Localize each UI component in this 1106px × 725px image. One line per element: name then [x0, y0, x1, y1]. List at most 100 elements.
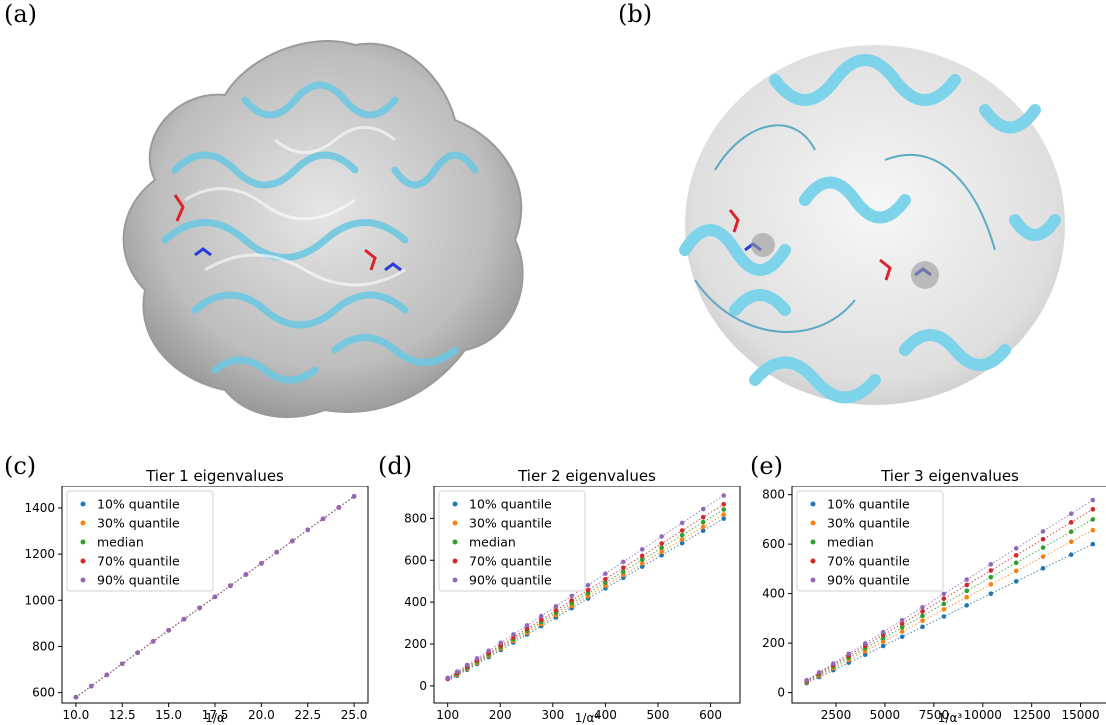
data-point [721, 516, 727, 521]
fit-line [447, 514, 724, 681]
data-point [639, 547, 645, 552]
x-tick-label: 20.0 [248, 708, 275, 722]
data-point [290, 538, 295, 544]
legend-label: 10% quantile [97, 497, 180, 512]
data-point [964, 588, 970, 594]
data-point [679, 537, 685, 542]
legend-label: 90% quantile [827, 573, 910, 588]
data-point [816, 670, 822, 675]
legend-marker [80, 520, 86, 526]
y-tick-label: 200 [404, 637, 427, 651]
fit-line [806, 499, 1094, 681]
data-point [899, 617, 905, 623]
x-tick-label: 10.0 [63, 708, 90, 722]
y-tick-label: 1000 [24, 593, 55, 607]
y-tick-label: 600 [32, 686, 55, 700]
x-tick-label: 15.0 [155, 708, 182, 722]
data-point [181, 616, 187, 622]
x-tick-label: 17.5 [202, 708, 229, 722]
data-point [538, 613, 544, 619]
data-point [511, 632, 516, 637]
data-point [585, 587, 591, 593]
data-point [1090, 507, 1096, 512]
data-point [899, 625, 905, 630]
chart-title-tier3: Tier 3 eigenvalues [881, 467, 1019, 485]
legend-label: 30% quantile [469, 516, 552, 531]
x-tick-label: 100 [436, 708, 459, 722]
fit-line [806, 518, 1094, 682]
legend-label: 30% quantile [827, 516, 910, 531]
data-point [899, 629, 905, 634]
data-point [988, 574, 994, 580]
data-point [603, 576, 608, 582]
data-point [920, 609, 925, 614]
x-tick-label: 2500 [821, 708, 852, 722]
data-point [104, 672, 110, 678]
data-point [243, 572, 249, 577]
data-point [1013, 560, 1019, 566]
data-point [197, 605, 202, 611]
data-point [920, 605, 925, 610]
data-point [964, 582, 970, 588]
x-tick-label: 22.5 [294, 708, 321, 722]
data-point [1090, 497, 1096, 503]
x-tick-label: 400 [594, 708, 617, 722]
data-point [964, 577, 970, 582]
data-point [1090, 527, 1096, 533]
x-tick-label: 200 [489, 708, 512, 722]
y-tick-label: 600 [404, 553, 427, 567]
data-point [486, 648, 491, 654]
data-point [639, 561, 645, 566]
legend-label: 90% quantile [97, 573, 180, 588]
y-tick-label: 400 [404, 595, 427, 609]
data-point [639, 557, 645, 563]
y-tick-label: 600 [762, 537, 785, 551]
data-point [1013, 579, 1019, 584]
x-tick-label: 5000 [870, 708, 901, 722]
y-tick-label: 1200 [24, 547, 55, 561]
data-point [988, 568, 994, 573]
data-point [941, 614, 947, 619]
data-point [1090, 541, 1096, 547]
protein-density-map-image-a [122, 40, 524, 418]
data-point [700, 524, 706, 530]
data-point [620, 572, 626, 578]
data-point [1068, 539, 1074, 545]
legend-marker [452, 520, 458, 526]
data-point [941, 601, 947, 607]
legend-marker [810, 539, 816, 545]
data-point [119, 661, 125, 667]
data-point [1068, 511, 1074, 516]
data-point [804, 677, 809, 683]
data-point [659, 549, 664, 555]
data-point [659, 545, 664, 551]
y-tick-label: 0 [777, 686, 785, 700]
data-point [920, 613, 925, 619]
tier2-eigenvalues-chart: 100 200 300 400 500 600 0 200 400 600 800 1/α² 10% q… [404, 486, 741, 725]
x-axis-label: 1/α [205, 711, 225, 725]
data-point [880, 629, 886, 635]
legend-label: 10% quantile [827, 497, 910, 512]
data-point [679, 532, 685, 538]
data-point [721, 512, 727, 517]
x-tick-label: 15000 [1062, 708, 1100, 722]
data-point [620, 569, 626, 574]
legend-label: 70% quantile [97, 554, 180, 569]
data-point [603, 571, 608, 576]
data-point [920, 618, 925, 623]
fit-line [447, 518, 724, 682]
data-point [524, 623, 530, 628]
panel-label-a: (a) [4, 0, 38, 28]
data-point [679, 540, 685, 546]
plot-frame [791, 486, 1106, 704]
data-point [620, 565, 626, 571]
data-point [700, 514, 706, 520]
x-tick-label: 12.5 [109, 708, 136, 722]
data-point [1013, 546, 1019, 551]
protein-cartoon-image-b [679, 45, 1065, 405]
data-point [964, 594, 970, 600]
data-point [474, 656, 480, 661]
y-tick-label: 800 [762, 488, 785, 502]
y-tick-label: 400 [762, 587, 785, 601]
data-point [700, 528, 706, 534]
